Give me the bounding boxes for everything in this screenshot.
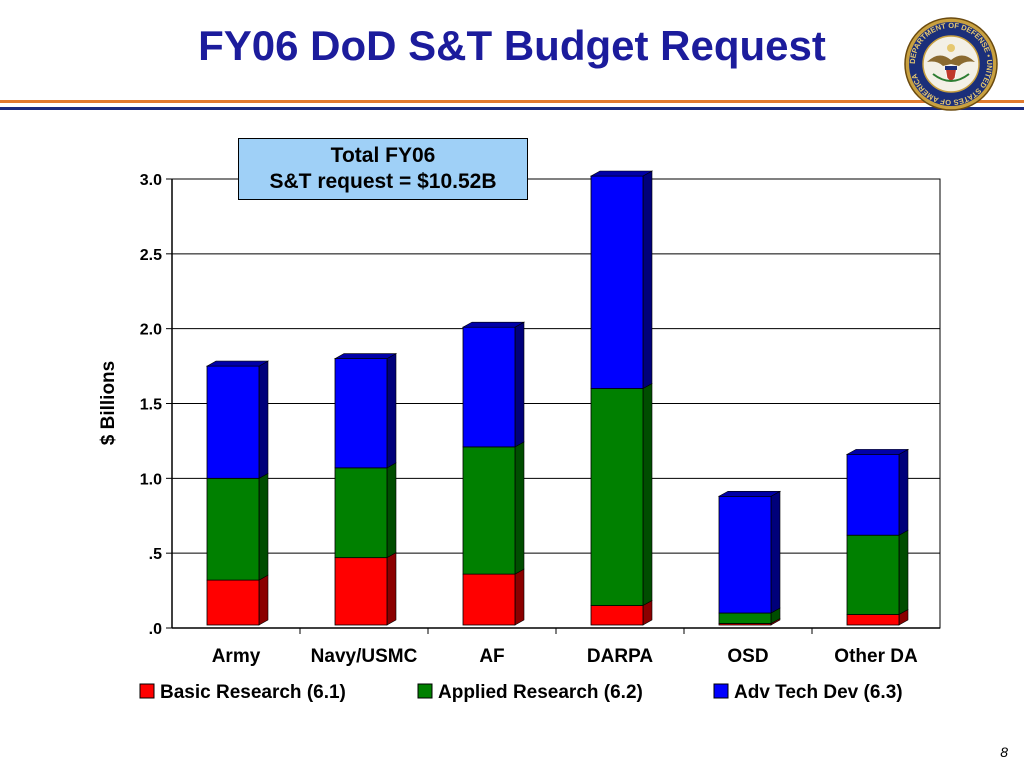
y-tick-label: .0 bbox=[149, 621, 162, 638]
bar-segment bbox=[718, 612, 772, 624]
bar-segment-side bbox=[514, 441, 525, 575]
header-rule-blue bbox=[0, 107, 1024, 110]
axes bbox=[166, 178, 940, 634]
y-axis-title: $ Billions bbox=[98, 361, 119, 445]
bar-segment-side bbox=[514, 321, 525, 448]
bar-segment-side bbox=[642, 170, 653, 390]
legend-label: Adv Tech Dev (6.3) bbox=[734, 682, 903, 703]
bar-segment-side bbox=[898, 529, 909, 616]
x-category-label: AF bbox=[479, 646, 504, 667]
y-tick-label: 3.0 bbox=[140, 172, 162, 189]
y-tick-label: .5 bbox=[149, 546, 162, 563]
bar-segment-side bbox=[258, 574, 269, 626]
x-category-label: DARPA bbox=[587, 646, 653, 667]
bar-segment bbox=[462, 326, 516, 448]
bar-segment bbox=[590, 175, 644, 389]
bar-segment-side bbox=[258, 360, 269, 479]
slide-title: FY06 DoD S&T Budget Request bbox=[198, 22, 826, 69]
bar-segment-side bbox=[898, 448, 909, 536]
y-tick-labels: .0 .5 1.0 1.5 2.0 2.5 3.0 bbox=[140, 172, 162, 638]
bar-segment-side bbox=[386, 552, 397, 626]
bar-segment-side bbox=[514, 568, 525, 626]
bar-segment bbox=[846, 534, 900, 615]
bar-top bbox=[717, 490, 782, 497]
page-number: 8 bbox=[1000, 744, 1008, 760]
header-rule-orange bbox=[0, 100, 1024, 103]
callout-line-1: Total FY06 bbox=[330, 144, 436, 167]
bar-segment bbox=[206, 579, 260, 626]
bar-top bbox=[589, 170, 654, 177]
legend-label: Applied Research (6.2) bbox=[438, 682, 643, 703]
bar-segment-side bbox=[770, 490, 781, 614]
y-tick-label: 1.0 bbox=[140, 471, 162, 488]
bar-segment-side bbox=[642, 383, 653, 607]
x-category-labels: Army Navy/USMC AF DARPA OSD Other DA bbox=[212, 646, 918, 667]
bar-segment bbox=[462, 446, 516, 575]
y-tick-label: 1.5 bbox=[140, 397, 162, 414]
bar-segment bbox=[334, 358, 388, 469]
bar-series bbox=[205, 170, 910, 626]
y-tick-label: 2.0 bbox=[140, 322, 162, 339]
legend-swatch bbox=[713, 683, 729, 699]
gridlines bbox=[172, 253, 940, 554]
bar-segment bbox=[590, 388, 644, 606]
callout-line-2: S&T request = $10.52B bbox=[269, 170, 497, 193]
x-category-label: OSD bbox=[727, 646, 768, 667]
x-category-label: Navy/USMC bbox=[311, 646, 418, 667]
bar-top bbox=[205, 360, 270, 367]
bar-segment-side bbox=[386, 462, 397, 559]
bar-top bbox=[333, 353, 398, 359]
bar-top bbox=[461, 321, 526, 328]
legend-swatch bbox=[417, 683, 433, 699]
chart-legend: Basic Research (6.1) Applied Research (6.… bbox=[139, 682, 903, 703]
bar-segment bbox=[846, 614, 900, 626]
bar-segment-side bbox=[386, 353, 397, 469]
x-category-label: Other DA bbox=[834, 646, 918, 667]
bar-top bbox=[845, 449, 910, 455]
total-request-callout: Total FY06 S&T request = $10.52B bbox=[238, 138, 528, 200]
x-category-label: Army bbox=[212, 646, 261, 667]
bar-segment bbox=[334, 467, 388, 559]
bar-segment bbox=[206, 477, 260, 581]
bar-segment bbox=[718, 495, 772, 614]
y-tick-label: 2.5 bbox=[140, 247, 162, 264]
bar-segment bbox=[334, 557, 388, 626]
legend-swatch bbox=[139, 683, 155, 699]
bar-segment-side bbox=[258, 472, 269, 581]
legend-label: Basic Research (6.1) bbox=[160, 682, 346, 703]
bar-segment bbox=[462, 573, 516, 626]
dod-seal-icon: DEPARTMENT OF DEFENSE • UNITED STATES OF… bbox=[904, 17, 998, 111]
bar-segment bbox=[590, 605, 644, 626]
bar-segment bbox=[206, 365, 260, 479]
bar-segment bbox=[846, 453, 900, 536]
